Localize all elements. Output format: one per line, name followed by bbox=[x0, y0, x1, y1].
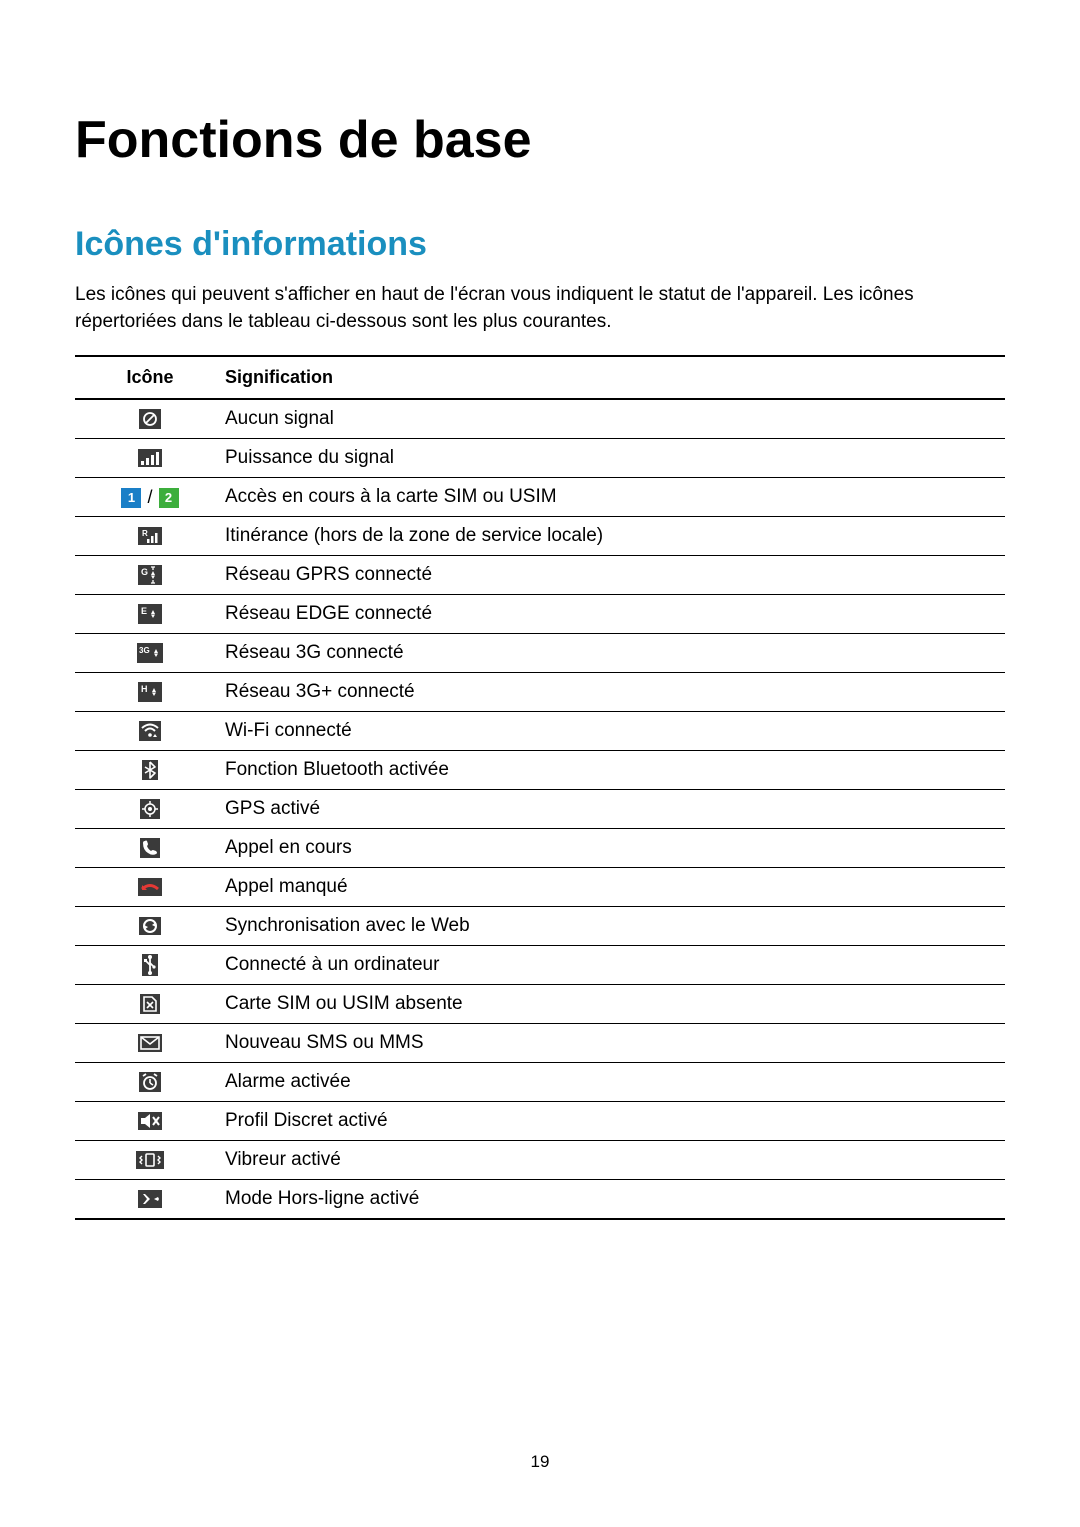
mute-icon bbox=[138, 1112, 162, 1130]
table-row: 1 / 2 Accès en cours à la carte SIM ou U… bbox=[75, 478, 1005, 517]
meaning-cell: Wi-Fi connecté bbox=[225, 712, 1005, 751]
meaning-cell: Synchronisation avec le Web bbox=[225, 907, 1005, 946]
meaning-cell: Itinérance (hors de la zone de service l… bbox=[225, 517, 1005, 556]
header-meaning: Signification bbox=[225, 356, 1005, 399]
meaning-cell: GPS activé bbox=[225, 790, 1005, 829]
meaning-cell: Réseau GPRS connecté bbox=[225, 556, 1005, 595]
icon-cell: R bbox=[75, 517, 225, 556]
no-sim-icon bbox=[140, 994, 160, 1014]
message-icon bbox=[138, 1034, 162, 1052]
icon-cell: 1 / 2 bbox=[75, 478, 225, 517]
vibrate-icon bbox=[136, 1151, 164, 1169]
roaming-icon: R bbox=[138, 527, 162, 545]
wifi-icon bbox=[139, 721, 161, 741]
meaning-cell: Réseau EDGE connecté bbox=[225, 595, 1005, 634]
meaning-cell: Accès en cours à la carte SIM ou USIM bbox=[225, 478, 1005, 517]
svg-text:G: G bbox=[141, 567, 148, 577]
icon-cell bbox=[75, 1024, 225, 1063]
usb-icon bbox=[142, 954, 158, 976]
call-icon bbox=[140, 838, 160, 858]
airplane-icon bbox=[138, 1190, 162, 1208]
table-row: Mode Hors-ligne activé bbox=[75, 1180, 1005, 1220]
icon-cell: G bbox=[75, 556, 225, 595]
meaning-cell: Aucun signal bbox=[225, 399, 1005, 439]
icon-cell bbox=[75, 790, 225, 829]
table-row: 3G Réseau 3G connecté bbox=[75, 634, 1005, 673]
icon-cell bbox=[75, 439, 225, 478]
icon-cell: E bbox=[75, 595, 225, 634]
meaning-cell: Réseau 3G+ connecté bbox=[225, 673, 1005, 712]
icon-cell: H bbox=[75, 673, 225, 712]
table-row: Appel en cours bbox=[75, 829, 1005, 868]
icon-cell bbox=[75, 1141, 225, 1180]
icon-cell bbox=[75, 399, 225, 439]
table-row: G Réseau GPRS connecté bbox=[75, 556, 1005, 595]
table-row: E Réseau EDGE connecté bbox=[75, 595, 1005, 634]
table-row: Connecté à un ordinateur bbox=[75, 946, 1005, 985]
icon-cell bbox=[75, 1063, 225, 1102]
bluetooth-icon bbox=[142, 760, 158, 780]
table-row: Synchronisation avec le Web bbox=[75, 907, 1005, 946]
table-row: R Itinérance (hors de la zone de service … bbox=[75, 517, 1005, 556]
meaning-cell: Carte SIM ou USIM absente bbox=[225, 985, 1005, 1024]
icon-cell bbox=[75, 1180, 225, 1220]
icon-cell bbox=[75, 1102, 225, 1141]
signal-icon bbox=[138, 449, 162, 467]
icon-cell bbox=[75, 829, 225, 868]
table-row: Alarme activée bbox=[75, 1063, 1005, 1102]
meaning-cell: Vibreur activé bbox=[225, 1141, 1005, 1180]
table-row: Wi-Fi connecté bbox=[75, 712, 1005, 751]
meaning-cell: Alarme activée bbox=[225, 1063, 1005, 1102]
table-row: Puissance du signal bbox=[75, 439, 1005, 478]
edge-icon: E bbox=[138, 604, 162, 624]
table-row: GPS activé bbox=[75, 790, 1005, 829]
meaning-cell: Profil Discret activé bbox=[225, 1102, 1005, 1141]
page-title: Fonctions de base bbox=[75, 110, 1005, 170]
sim-access-icon: 1 / 2 bbox=[121, 487, 178, 508]
icon-cell bbox=[75, 712, 225, 751]
icon-cell bbox=[75, 868, 225, 907]
table-row: Profil Discret activé bbox=[75, 1102, 1005, 1141]
icon-cell bbox=[75, 985, 225, 1024]
meaning-cell: Appel manqué bbox=[225, 868, 1005, 907]
3g-icon: 3G bbox=[137, 643, 163, 663]
no-signal-icon bbox=[139, 409, 161, 429]
icon-cell: 3G bbox=[75, 634, 225, 673]
missed-call-icon bbox=[138, 878, 162, 896]
meaning-cell: Connecté à un ordinateur bbox=[225, 946, 1005, 985]
sync-icon bbox=[139, 917, 161, 935]
icons-table: Icône Signification Aucun signalPuissanc… bbox=[75, 355, 1005, 1220]
table-row: Aucun signal bbox=[75, 399, 1005, 439]
intro-paragraph: Les icônes qui peuvent s'afficher en hau… bbox=[75, 282, 1005, 335]
meaning-cell: Mode Hors-ligne activé bbox=[225, 1180, 1005, 1220]
icon-cell bbox=[75, 751, 225, 790]
icon-cell bbox=[75, 907, 225, 946]
table-row: Appel manqué bbox=[75, 868, 1005, 907]
table-row: Carte SIM ou USIM absente bbox=[75, 985, 1005, 1024]
3g-plus-icon: H bbox=[138, 682, 162, 702]
page-number: 19 bbox=[0, 1452, 1080, 1472]
meaning-cell: Fonction Bluetooth activée bbox=[225, 751, 1005, 790]
meaning-cell: Puissance du signal bbox=[225, 439, 1005, 478]
svg-text:E: E bbox=[141, 606, 147, 616]
gprs-icon: G bbox=[138, 565, 162, 585]
table-row: Nouveau SMS ou MMS bbox=[75, 1024, 1005, 1063]
svg-text:R: R bbox=[142, 529, 148, 538]
icon-cell bbox=[75, 946, 225, 985]
table-row: Fonction Bluetooth activée bbox=[75, 751, 1005, 790]
table-row: Vibreur activé bbox=[75, 1141, 1005, 1180]
meaning-cell: Nouveau SMS ou MMS bbox=[225, 1024, 1005, 1063]
table-row: H Réseau 3G+ connecté bbox=[75, 673, 1005, 712]
alarm-icon bbox=[139, 1072, 161, 1092]
meaning-cell: Appel en cours bbox=[225, 829, 1005, 868]
meaning-cell: Réseau 3G connecté bbox=[225, 634, 1005, 673]
gps-icon bbox=[140, 799, 160, 819]
svg-text:H: H bbox=[141, 684, 148, 694]
header-icon: Icône bbox=[75, 356, 225, 399]
svg-text:3G: 3G bbox=[139, 646, 150, 655]
section-heading: Icônes d'informations bbox=[75, 225, 1005, 264]
